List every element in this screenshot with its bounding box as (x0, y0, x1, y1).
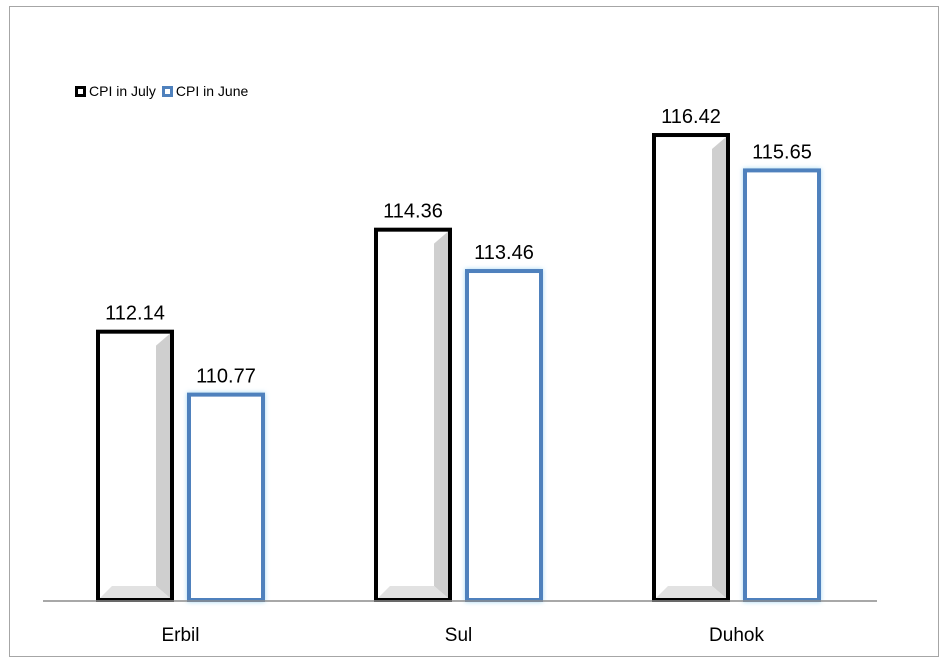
bar-july-erbil (96, 329, 174, 602)
value-label-june-sul: 113.46 (474, 242, 534, 264)
value-label-july-sul: 114.36 (383, 201, 443, 223)
legend-item-july: CPI in July (75, 83, 156, 99)
bar-june-sul (465, 269, 543, 602)
category-label-sul: Sul (445, 625, 472, 646)
bar-june-duhok (743, 168, 821, 603)
labels-group: 112.14 110.77 Erbil 114.36 113.46 Sul 116.42 11… (105, 106, 812, 646)
value-label-july-erbil: 112.14 (105, 303, 165, 325)
bar-july-sul (374, 227, 452, 602)
legend-label-june: CPI in June (175, 83, 249, 99)
legend-label-july: CPI in July (89, 83, 156, 99)
legend-swatch-july (75, 85, 86, 97)
category-label-erbil: Erbil (161, 625, 199, 646)
bar-july-duhok (652, 133, 730, 602)
chart-legend: CPI in July CPI in June (75, 83, 254, 99)
value-label-june-duhok: 115.65 (752, 141, 812, 163)
legend-swatch-june (161, 85, 173, 97)
value-label-july-duhok: 116.42 (661, 106, 721, 128)
category-label-duhok: Duhok (709, 625, 764, 646)
bar-june-erbil (187, 392, 265, 602)
value-label-june-erbil: 110.77 (196, 366, 256, 388)
legend-item-june: CPI in June (161, 83, 249, 99)
bars-group (96, 133, 821, 603)
